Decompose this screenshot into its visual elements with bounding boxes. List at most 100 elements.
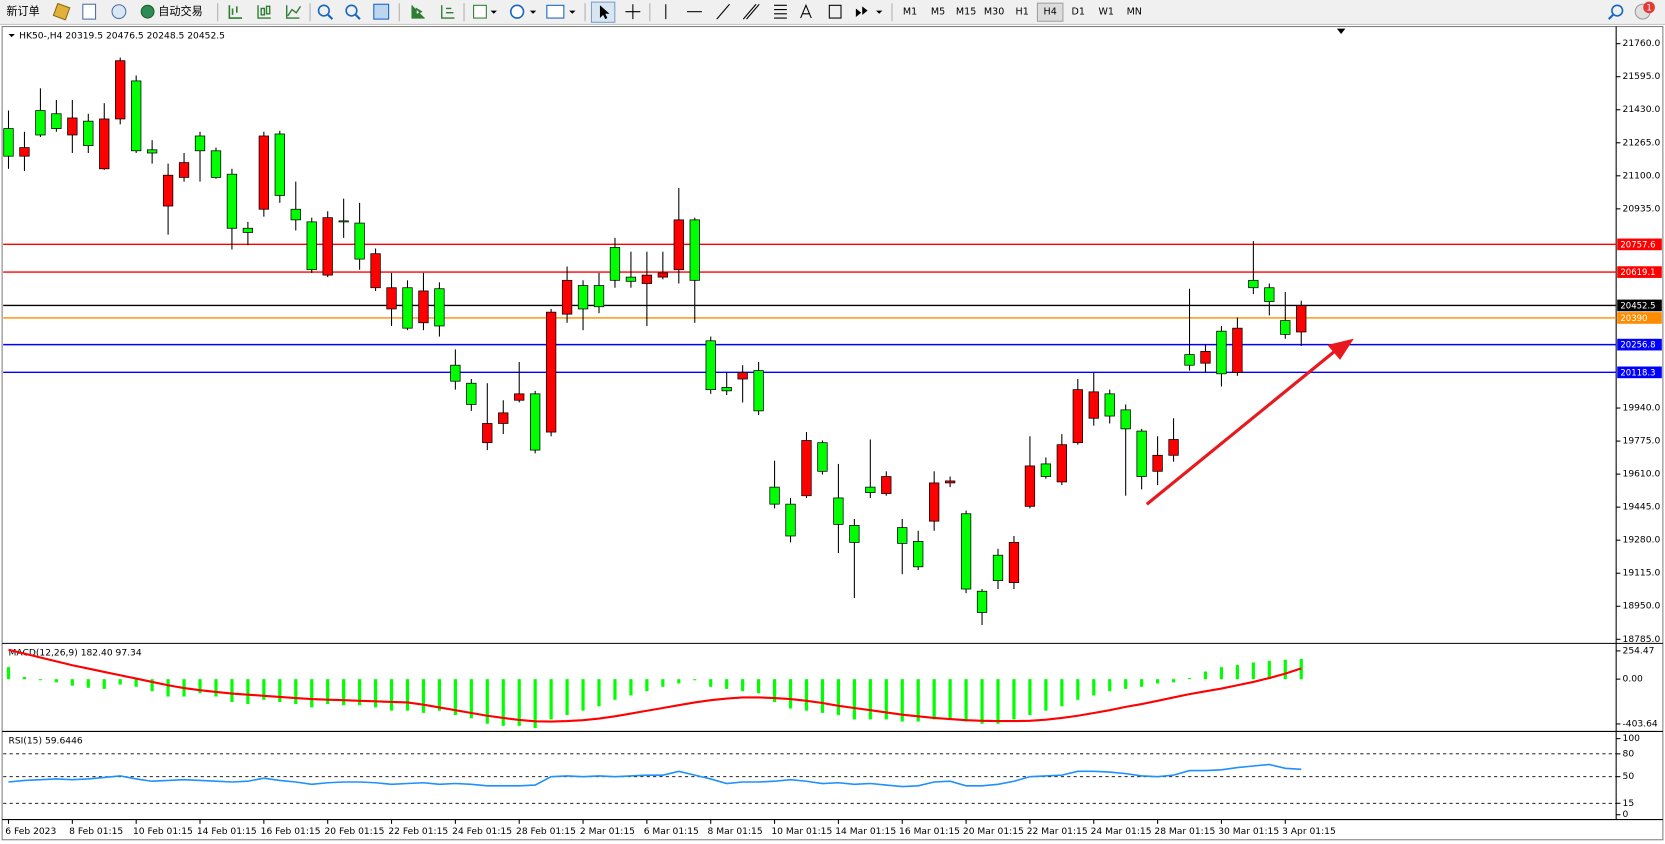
icon[interactable]: [286, 5, 302, 19]
icon[interactable]: [509, 4, 525, 19]
timeframe-button[interactable]: M1: [903, 7, 917, 18]
macd-bar: [533, 679, 537, 729]
rsi-line: [8, 763, 1302, 788]
timeframe-button[interactable]: W1: [1098, 7, 1114, 18]
macd-bar: [629, 679, 633, 696]
candle-body: [944, 480, 956, 484]
candle-body: [354, 222, 365, 260]
icon[interactable]: [140, 4, 155, 19]
icon[interactable]: [441, 5, 455, 19]
candle-body: [705, 340, 716, 391]
icon[interactable]: [82, 3, 97, 20]
icon[interactable]: [716, 3, 730, 20]
candle-body: [913, 541, 924, 568]
icon[interactable]: [625, 4, 641, 20]
y-tick-label: 21100.0: [1623, 171, 1661, 181]
new-order-label[interactable]: 新订单: [6, 4, 39, 18]
notifications[interactable]: 1: [1634, 1, 1655, 20]
dropdown-arrow[interactable]: [876, 10, 883, 14]
candle-body: [1072, 389, 1083, 444]
icon[interactable]: [373, 3, 390, 20]
macd-bar: [1251, 662, 1255, 680]
macd-bar: [741, 679, 745, 692]
icon[interactable]: [411, 5, 425, 19]
candle-body: [1168, 439, 1179, 456]
icon[interactable]: [257, 5, 271, 19]
macd-bar: [884, 679, 888, 720]
icon[interactable]: [345, 4, 358, 17]
macd-bar: [916, 679, 920, 722]
dropdown-arrow[interactable]: [490, 10, 497, 14]
x-tick-label: 28 Mar 01:15: [1154, 827, 1215, 837]
macd-bar: [342, 679, 346, 706]
candle-body: [162, 174, 174, 207]
candle-body: [258, 135, 270, 210]
icon[interactable]: [317, 4, 330, 17]
icon[interactable]: [828, 4, 842, 19]
x-tick-label: 14 Mar 01:15: [835, 827, 896, 837]
icon[interactable]: [742, 3, 760, 20]
candle-body: [242, 227, 254, 233]
candle-body: [657, 272, 668, 278]
auto-trading-button[interactable]: 自动交易: [140, 4, 203, 19]
candle-body: [1216, 330, 1227, 375]
candle-body: [402, 287, 413, 329]
y-tick-label: 0.00: [1623, 675, 1644, 685]
icon[interactable]: [599, 5, 610, 20]
chart-marks: 21760.0 21595.0 21430.0 21265.0 21100.0 20935…: [3, 39, 1662, 837]
candle-body: [434, 288, 445, 327]
dropdown-arrow[interactable]: [529, 10, 537, 14]
macd-bar: [1283, 659, 1287, 680]
icon[interactable]: [473, 4, 487, 19]
x-tick-label: 30 Mar 01:15: [1218, 827, 1279, 837]
auto-trading-label[interactable]: 自动交易: [158, 4, 203, 18]
search-icon[interactable]: [1611, 4, 1624, 17]
timeframe-button[interactable]: M15: [956, 7, 976, 18]
y-tick-label: 21595.0: [1623, 72, 1661, 82]
candle-body: [19, 147, 30, 157]
icon[interactable]: [327, 14, 334, 20]
macd-bar: [517, 679, 521, 726]
icon[interactable]: [774, 4, 787, 19]
icon[interactable]: [546, 4, 565, 19]
timeframe-button[interactable]: H1: [1016, 7, 1029, 18]
timeframe-bar: M1 M5 M15 M30 H1 H4 D1 W1 MN: [903, 2, 1142, 22]
rsi-title: RSI(15) 59.6446: [8, 737, 82, 747]
macd-bar: [1124, 679, 1128, 689]
new-order-button[interactable]: 新订单: [2, 2, 47, 23]
level-label: 20757.6: [1620, 240, 1655, 250]
dropdown-arrow[interactable]: [569, 10, 576, 14]
icon[interactable]: [52, 2, 71, 21]
y-tick-label: 18785.0: [1623, 635, 1661, 645]
macd-bar: [852, 679, 856, 720]
candle-body: [418, 290, 429, 324]
icon[interactable]: [800, 3, 812, 19]
macd-bar: [373, 679, 378, 708]
icon[interactable]: [354, 14, 361, 20]
y-tick-label: 21265.0: [1623, 138, 1661, 148]
button-face[interactable]: [2, 2, 47, 23]
macd-bar: [166, 679, 170, 697]
icon[interactable]: [855, 6, 868, 17]
level-label: 20390: [1620, 314, 1647, 324]
candle-body: [274, 133, 285, 196]
timeframe-button[interactable]: D1: [1071, 7, 1084, 18]
timeframe-button[interactable]: M5: [931, 7, 945, 18]
icon[interactable]: [111, 4, 127, 20]
search-icon[interactable]: [1607, 14, 1614, 20]
candle-body: [801, 440, 812, 497]
macd-bar: [38, 679, 43, 681]
candle-body: [929, 482, 940, 522]
timeframe-button[interactable]: M30: [984, 7, 1004, 18]
candle-body: [99, 118, 110, 170]
macd-bar: [326, 679, 330, 705]
x-tick-label: 28 Feb 01:15: [516, 827, 576, 837]
timeframe-active[interactable]: [1036, 2, 1064, 22]
timeframe-button[interactable]: MN: [1127, 7, 1142, 18]
badge-count[interactable]: 1: [1646, 3, 1651, 13]
timeframe-button[interactable]: H4: [1044, 7, 1057, 18]
icon[interactable]: [228, 5, 243, 19]
macd-bar: [150, 679, 154, 692]
badge[interactable]: [1643, 1, 1655, 14]
